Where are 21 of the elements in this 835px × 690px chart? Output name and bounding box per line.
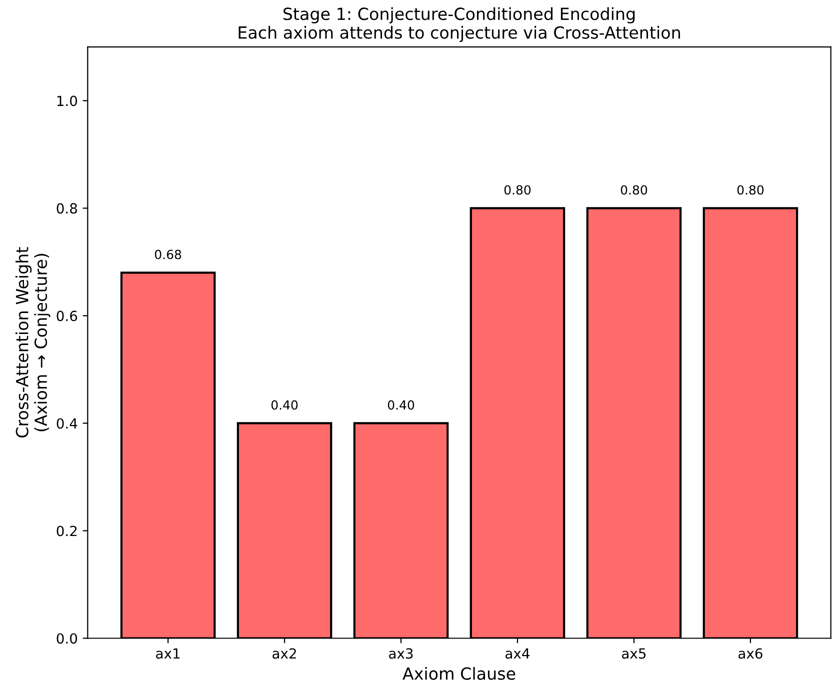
data-label: 0.68 [154, 250, 182, 260]
x-tick-label: ax4 [506, 648, 530, 659]
x-tick-label: ax2 [272, 648, 296, 659]
x-tick-label: ax1 [156, 648, 180, 659]
x-tick-label: ax5 [622, 648, 646, 659]
data-label: 0.40 [388, 400, 414, 410]
data-label: 0.80 [504, 185, 531, 195]
x-tick-label: ax6 [738, 648, 762, 659]
text: 0.2 [56, 526, 77, 536]
y-axis-title: Cross-Attention Weight (Axiom → Conjecture) [16, 247, 50, 438]
x-axis-title: Axiom Clause [402, 666, 516, 680]
data-label: 0.40 [271, 400, 298, 410]
text: 0.4 [56, 418, 78, 429]
data-label: 0.80 [737, 185, 764, 195]
chart-title: Stage 1: Conjecture-Conditioned Encoding Each axiom attends to conjecture via Cross-Attention [238, 7, 680, 42]
text: 0.6 [56, 310, 78, 322]
text: 1.0 [57, 96, 78, 106]
x-tick-label: ax3 [389, 648, 413, 659]
text: 0.8 [56, 203, 78, 214]
text: 0.0 [56, 633, 78, 644]
data-label: 0.80 [620, 185, 648, 195]
